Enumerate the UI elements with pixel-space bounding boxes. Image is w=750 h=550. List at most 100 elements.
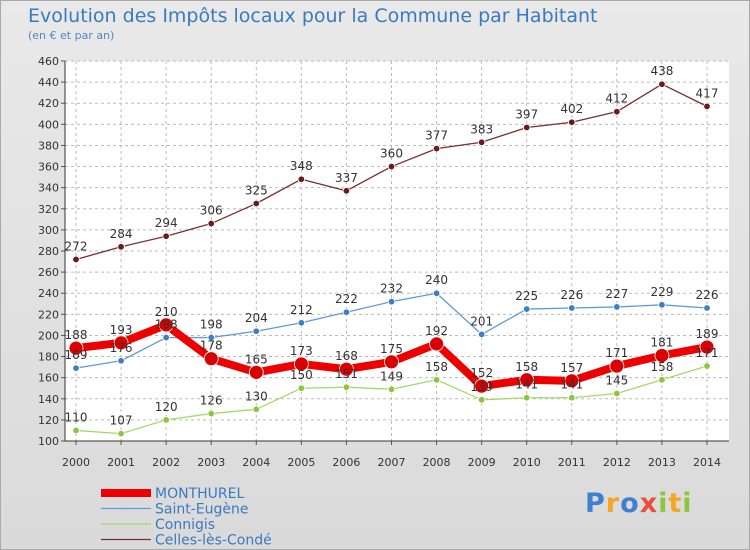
y-tick-label: 120: [38, 414, 59, 427]
data-label: 149: [380, 369, 403, 383]
data-label: 229: [650, 285, 673, 299]
data-point: [477, 138, 486, 146]
data-point: [162, 232, 170, 240]
data-point: [474, 378, 490, 394]
x-tick-label: 2010: [513, 456, 541, 469]
y-tick-label: 340: [38, 182, 59, 195]
data-label: 139: [470, 380, 493, 394]
data-point: [117, 357, 125, 365]
y-tick-label: 260: [38, 266, 59, 279]
data-point: [564, 373, 580, 389]
chart-subtitle: (en € et par an): [28, 29, 115, 42]
x-tick-label: 2000: [62, 456, 90, 469]
data-point: [384, 354, 399, 370]
data-point: [162, 416, 170, 424]
x-tick-label: 2014: [693, 456, 721, 469]
data-point: [297, 384, 306, 392]
data-label: 306: [200, 204, 223, 218]
legend-label: MONTHUREL: [155, 486, 244, 502]
axes: 100 120 140 160 180 200 220 240 260 280 300 320 340 3…: [38, 55, 729, 469]
data-point: [207, 219, 215, 228]
data-point: [72, 364, 80, 372]
data-label: 107: [110, 414, 133, 428]
y-tick-label: 100: [38, 435, 59, 448]
series-lines: [68, 80, 715, 438]
x-tick-label: 2009: [468, 456, 496, 469]
y-tick-label: 140: [38, 393, 59, 406]
data-label: 227: [605, 287, 628, 301]
y-tick-label: 320: [38, 203, 59, 216]
data-point: [432, 289, 441, 297]
data-point: [387, 297, 396, 306]
data-label: 158: [515, 360, 538, 374]
data-label: 181: [650, 336, 673, 350]
data-point: [432, 376, 441, 384]
x-tick-label: 2005: [287, 456, 315, 469]
data-label: 158: [425, 360, 448, 374]
x-tick-label: 2002: [152, 456, 180, 469]
data-point: [252, 199, 260, 208]
data-point: [519, 372, 535, 388]
y-tick-label: 220: [38, 308, 59, 321]
data-label: 225: [515, 289, 538, 303]
y-tick-label: 440: [38, 76, 59, 89]
data-label: 198: [155, 318, 178, 332]
y-tick-label: 160: [38, 372, 59, 385]
data-label: 165: [245, 352, 268, 366]
data-label: 141: [560, 378, 583, 392]
proxiti-logo: Proxiti: [585, 488, 693, 519]
data-label: 158: [650, 360, 673, 374]
data-point: [342, 308, 351, 316]
data-point: [68, 340, 84, 356]
data-label: 210: [155, 305, 178, 319]
data-point: [342, 187, 351, 195]
data-point: [658, 376, 666, 384]
data-point: [523, 394, 531, 402]
data-label: 226: [560, 288, 583, 302]
data-point: [477, 330, 486, 339]
data-point: [658, 301, 666, 309]
data-label: 171: [605, 346, 628, 360]
data-label: 325: [245, 184, 268, 198]
data-point: [342, 383, 351, 391]
data-label: 176: [110, 341, 133, 355]
data-point: [432, 144, 441, 153]
legend-label: Celles-lès-Condé: [155, 533, 272, 549]
data-label: 212: [290, 303, 313, 317]
data-point: [297, 175, 306, 183]
data-label: 145: [605, 374, 628, 388]
y-tick-label: 360: [38, 161, 59, 174]
data-label: 126: [200, 394, 223, 408]
data-point: [523, 305, 531, 313]
data-label: 141: [515, 378, 538, 392]
data-point: [158, 317, 174, 333]
x-tick-label: 2004: [242, 456, 270, 469]
data-point: [207, 333, 215, 342]
data-point: [699, 339, 715, 355]
x-tick-label: 2001: [107, 456, 135, 469]
data-label: 192: [425, 324, 448, 338]
y-tick-label: 380: [38, 139, 59, 152]
data-point: [117, 429, 125, 438]
data-label: 110: [65, 410, 88, 424]
data-point: [613, 389, 621, 398]
data-point: [113, 335, 129, 351]
data-label: 284: [110, 227, 133, 241]
y-tick-label: 180: [38, 351, 59, 364]
data-label: 175: [380, 342, 403, 356]
data-point: [252, 327, 260, 335]
data-point: [654, 348, 670, 363]
data-point: [703, 362, 711, 370]
y-tick-label: 200: [38, 329, 59, 342]
data-label: 294: [155, 216, 178, 230]
data-label: 189: [696, 327, 719, 341]
data-point: [523, 123, 531, 132]
data-point: [387, 385, 396, 393]
data-label: 226: [696, 288, 719, 302]
data-point: [252, 405, 260, 414]
data-point: [339, 361, 354, 377]
data-point: [613, 107, 621, 116]
data-label: 169: [65, 348, 88, 362]
data-labels: 272 284 294 306 325 348 337 360 377 383 397 402 412 4…: [65, 64, 719, 427]
